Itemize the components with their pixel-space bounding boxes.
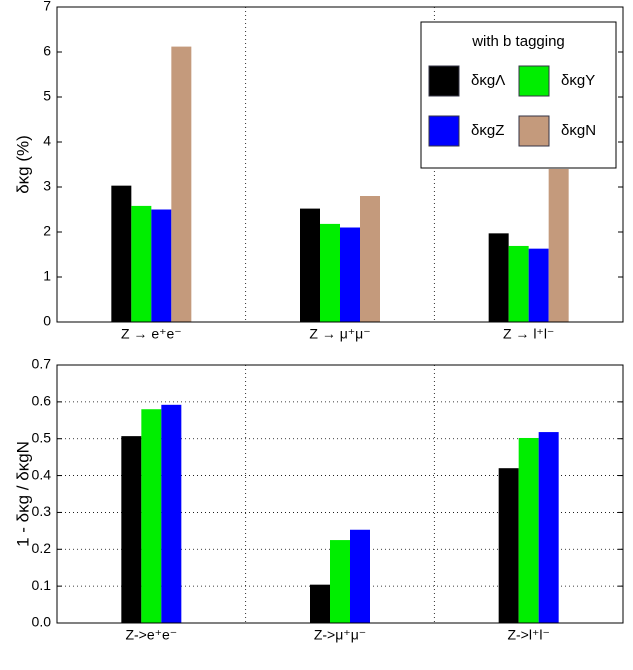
y-tick-label: 0.3 bbox=[32, 503, 52, 519]
legend-swatch bbox=[518, 115, 550, 147]
y-tick-label: 0.5 bbox=[32, 429, 52, 445]
bar bbox=[171, 46, 192, 322]
y-tick-label: 0.2 bbox=[32, 540, 52, 556]
x-tick-label: Z->e⁺e⁻ bbox=[125, 627, 177, 643]
bar bbox=[488, 233, 509, 322]
legend-label: δκgY bbox=[561, 72, 595, 89]
y-tick-label: 0.0 bbox=[32, 614, 52, 630]
bar bbox=[518, 437, 539, 623]
bar bbox=[151, 209, 172, 322]
bar bbox=[538, 432, 559, 623]
y-axis-label: δκg (%) bbox=[13, 135, 32, 194]
y-tick-label: 5 bbox=[43, 88, 51, 104]
bar bbox=[161, 404, 182, 623]
bar bbox=[528, 248, 549, 322]
y-tick-label: 4 bbox=[43, 133, 51, 149]
y-tick-label: 0.7 bbox=[32, 356, 52, 372]
bar bbox=[131, 205, 152, 322]
legend-swatch bbox=[428, 115, 460, 147]
legend-label: δκgN bbox=[561, 122, 596, 139]
bar bbox=[508, 245, 529, 322]
y-tick-label: 1 bbox=[43, 268, 51, 284]
legend-swatch bbox=[518, 65, 550, 97]
bar bbox=[320, 223, 340, 322]
legend-title: with b tagging bbox=[471, 33, 565, 50]
bar bbox=[498, 468, 519, 623]
y-tick-label: 2 bbox=[43, 223, 51, 239]
bar bbox=[300, 208, 320, 322]
y-tick-label: 7 bbox=[43, 0, 51, 14]
plot-frame bbox=[56, 364, 624, 624]
bar bbox=[360, 196, 380, 322]
legend-swatch bbox=[428, 65, 460, 97]
x-tick-label: Z → μ⁺μ⁻ bbox=[309, 326, 370, 342]
bar bbox=[330, 540, 350, 623]
bar bbox=[111, 185, 132, 322]
y-tick-label: 0.6 bbox=[32, 393, 52, 409]
x-tick-label: Z → l⁺l⁻ bbox=[503, 326, 554, 342]
y-tick-label: 0 bbox=[43, 313, 51, 329]
y-tick-label: 0.1 bbox=[32, 577, 52, 593]
x-tick-label: Z->μ⁺μ⁻ bbox=[314, 627, 366, 643]
y-tick-label: 3 bbox=[43, 178, 51, 194]
bar bbox=[350, 529, 370, 623]
legend-label: δκgΛ bbox=[471, 72, 505, 89]
bar bbox=[310, 584, 330, 623]
bar bbox=[141, 409, 162, 623]
y-axis-label: 1 - δκg / δκgN bbox=[13, 441, 32, 547]
plot-frame bbox=[56, 6, 624, 323]
y-tick-label: 6 bbox=[43, 43, 51, 59]
legend-label: δκgZ bbox=[471, 122, 504, 139]
bar bbox=[121, 436, 142, 623]
y-tick-label: 0.4 bbox=[32, 466, 52, 482]
x-tick-label: Z → e⁺e⁻ bbox=[121, 326, 182, 342]
bar bbox=[548, 169, 569, 322]
x-tick-label: Z->l⁺l⁻ bbox=[507, 627, 549, 643]
bar bbox=[340, 227, 360, 322]
